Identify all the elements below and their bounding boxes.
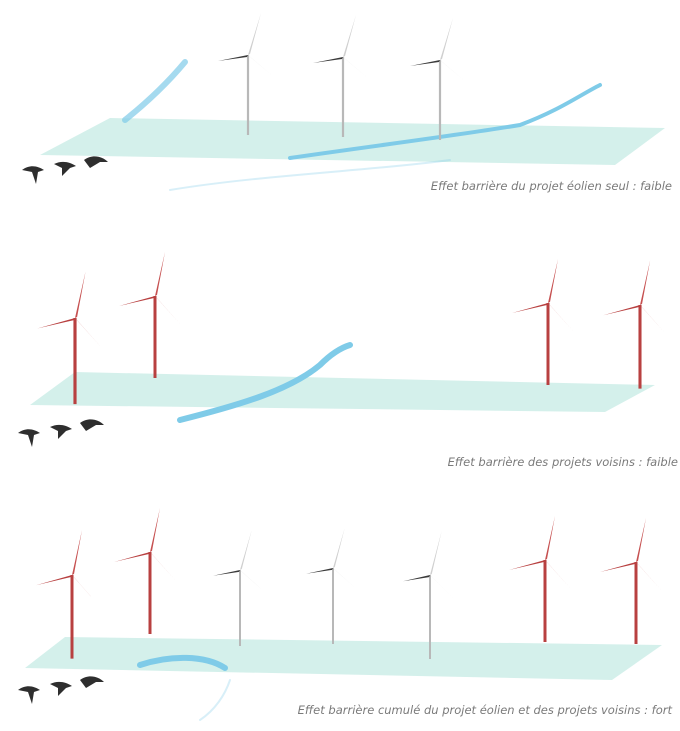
- turbine: [313, 15, 369, 137]
- turbine: [512, 259, 573, 385]
- flow-arrow: [125, 62, 185, 120]
- flow-arrow: [200, 680, 230, 720]
- birds: [18, 676, 104, 704]
- caption: Effet barrière des projets voisins : fai…: [448, 455, 678, 469]
- ground-plane: [25, 637, 662, 680]
- panel-2: Effet barrière des projets voisins : fai…: [18, 252, 678, 469]
- ground-plane: [30, 372, 655, 412]
- caption: Effet barrière cumulé du projet éolien e…: [298, 703, 673, 717]
- panel-1: Effet barrière du projet éolien seul : f…: [22, 13, 672, 193]
- turbine: [306, 528, 356, 644]
- birds: [18, 419, 104, 447]
- turbine: [603, 260, 665, 389]
- turbine: [509, 516, 570, 642]
- turbine: [213, 530, 263, 646]
- turbine: [410, 18, 466, 140]
- panel-3: Effet barrière cumulé du projet éolien e…: [18, 508, 672, 720]
- turbine: [218, 13, 274, 135]
- turbine: [114, 508, 175, 634]
- turbine: [600, 518, 661, 644]
- turbine: [119, 252, 180, 378]
- turbine: [403, 531, 453, 659]
- birds: [22, 156, 108, 184]
- diagram: Effet barrière du projet éolien seul : f…: [0, 0, 680, 731]
- flow-arrow: [170, 160, 450, 190]
- ground-plane: [40, 118, 665, 165]
- caption: Effet barrière du projet éolien seul : f…: [431, 179, 672, 193]
